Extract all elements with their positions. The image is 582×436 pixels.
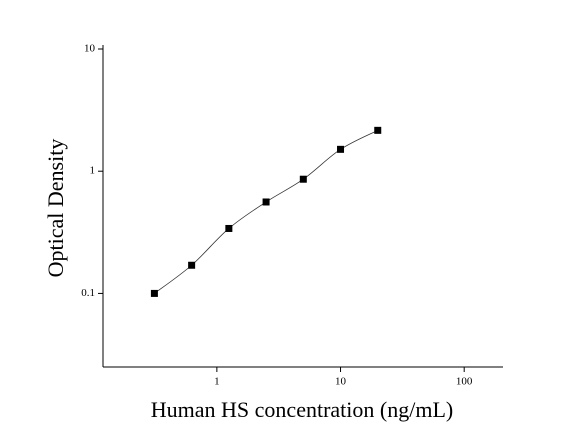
point [150,289,158,297]
point [337,145,345,153]
x-axis-title: Human HS concentration (ng/mL) [151,397,453,422]
x-tick-label: 100 [456,376,473,388]
point [374,126,382,134]
fit-curve [154,129,378,294]
y-tick-label: 0.1 [81,287,95,299]
point [225,224,233,232]
y-tick-label: 1 [90,165,96,177]
y-tick-label: 10 [84,43,96,55]
x-tick-label: 1 [214,376,220,388]
y-axis-title: Optical Density [43,139,68,278]
point [262,198,270,206]
x-tick-label: 10 [335,376,347,388]
point [188,261,196,269]
point [299,175,307,183]
